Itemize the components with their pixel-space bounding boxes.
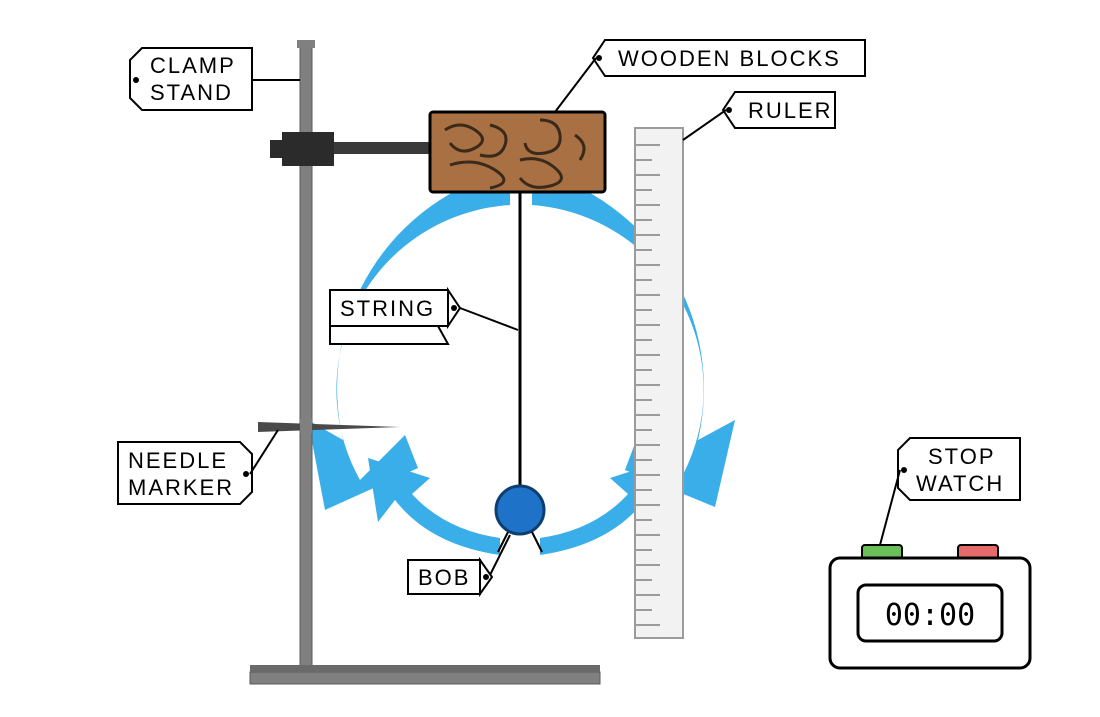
label-stopwatch-line1: STOP	[928, 444, 996, 469]
ruler	[635, 128, 683, 638]
svg-text:CLAMP: CLAMP	[150, 53, 236, 78]
label-wooden-blocks-text: WOODEN BLOCKS	[618, 46, 841, 71]
label-stopwatch-line2: WATCH	[916, 471, 1004, 496]
label-clamp-stand-line1: CLAMP	[150, 53, 236, 78]
label-clamp-stand-line2: STAND	[150, 80, 233, 105]
label-ruler-text: RULER	[748, 98, 833, 123]
wooden-blocks	[430, 112, 605, 192]
label-needle-line2: MARKER	[128, 475, 234, 500]
label-clamp-stand: CLAMP STAND	[130, 48, 300, 110]
label-needle-marker: NEEDLE MARKER	[118, 430, 278, 504]
label-ruler: RULER	[683, 92, 835, 140]
label-stopwatch: STOP WATCH	[880, 438, 1020, 545]
pendulum-diagram: 00:00 CLAMP STAND WOODEN BLOCKS RULER ST…	[0, 0, 1100, 717]
swing-arc-right	[532, 170, 735, 507]
label-string-text: STRING	[340, 296, 435, 321]
bob	[496, 486, 544, 552]
label-string: STRING	[330, 290, 518, 344]
stand-base	[250, 665, 600, 684]
label-needle-line1: NEEDLE	[128, 448, 228, 473]
label-bob-text: BOB	[418, 565, 470, 590]
bob-swing-left	[368, 458, 500, 555]
needle-marker	[258, 419, 400, 433]
stopwatch: 00:00	[830, 545, 1030, 668]
stopwatch-display: 00:00	[885, 598, 975, 633]
svg-text:STAND: STAND	[150, 80, 233, 105]
stand-pole-cap	[297, 40, 315, 48]
